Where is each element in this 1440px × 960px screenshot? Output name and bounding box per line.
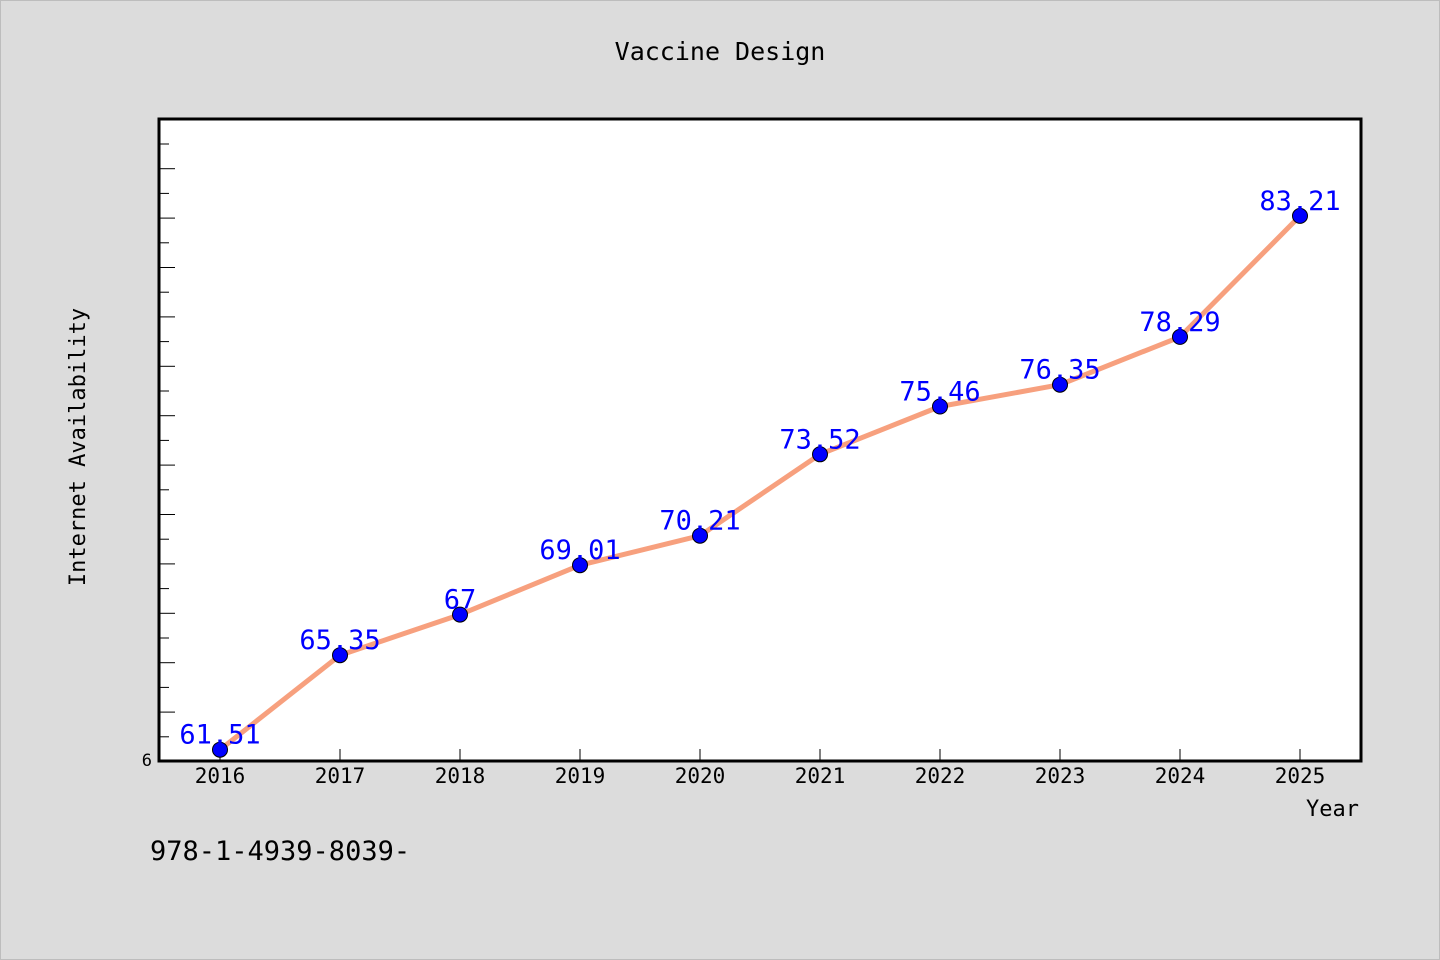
data-point (932, 398, 948, 415)
y-tick-label: 6 (142, 751, 152, 771)
data-label: 73.52 (779, 424, 860, 455)
data-point (1052, 376, 1068, 393)
data-label: 76.35 (1019, 355, 1100, 386)
series-markers (212, 207, 1308, 758)
series-line-group (217, 213, 1303, 753)
caption-text: 978-1-4939-8039- (150, 836, 411, 867)
x-tick-label: 2024 (1155, 764, 1206, 788)
data-label: 78.29 (1139, 307, 1220, 338)
x-axis-label: Year (1306, 797, 1359, 822)
data-point (1172, 328, 1188, 345)
data-point (812, 446, 828, 463)
data-label: 61.51 (179, 720, 260, 751)
x-axis-ticks (219, 749, 1301, 761)
chart-title: Vaccine Design (615, 37, 826, 66)
x-tick-label: 2017 (315, 764, 366, 788)
data-point (452, 606, 468, 623)
x-axis-tick-labels: 2016 2017 2018 2019 2020 2021 2022 2023 2024 2025 (195, 764, 1326, 788)
x-tick-label: 2022 (915, 764, 966, 788)
data-point (572, 557, 588, 574)
data-point (212, 741, 228, 758)
data-label: 70.21 (659, 506, 740, 537)
y-axis-ticks (159, 143, 175, 738)
x-tick-label: 2021 (795, 764, 846, 788)
x-tick-label: 2023 (1035, 764, 1086, 788)
x-tick-label: 2016 (195, 764, 246, 788)
x-tick-label: 2018 (435, 764, 486, 788)
data-label: 65.35 (299, 625, 380, 656)
data-point (1292, 207, 1308, 224)
plot-area (157, 117, 1363, 763)
data-label: 83.21 (1259, 186, 1340, 217)
data-label: 67 (444, 585, 477, 616)
x-tick-label: 2019 (555, 764, 606, 788)
x-tick-label: 2025 (1275, 764, 1326, 788)
data-point (332, 647, 348, 664)
data-label: 75.46 (899, 377, 980, 408)
series-line (217, 213, 1303, 753)
data-label: 69.01 (539, 535, 620, 566)
data-labels: 61.51 65.35 67 69.01 70.21 73.52 75.46 76.35 78.… (179, 186, 1340, 751)
x-tick-label: 2020 (675, 764, 726, 788)
y-axis-label: Internet Availability (66, 308, 91, 586)
data-point (692, 527, 708, 544)
